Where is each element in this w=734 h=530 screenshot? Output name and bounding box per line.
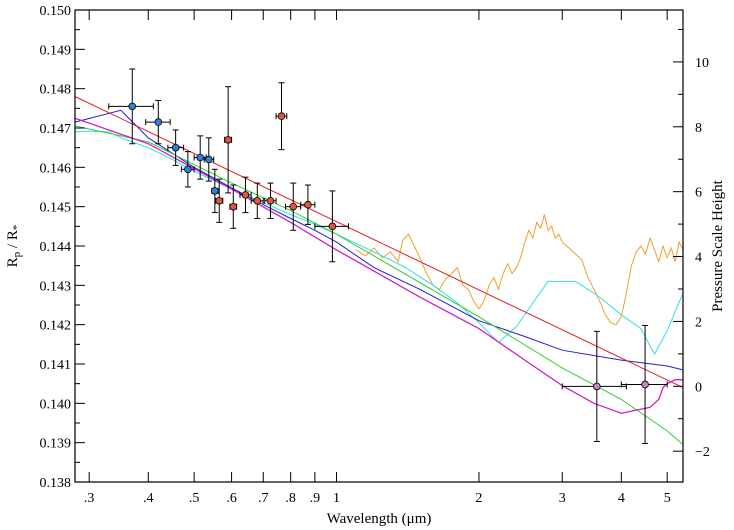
x-tick-label: 1 [333, 491, 340, 506]
data-marker [304, 200, 312, 209]
y-tick-label: 0.139 [40, 437, 72, 452]
y-tick-label: 0.144 [40, 240, 72, 255]
data-marker [289, 202, 298, 211]
data-point [620, 324, 668, 444]
model-line-red [74, 96, 684, 389]
data-marker [128, 102, 137, 111]
data-marker [184, 165, 192, 174]
y-tick-label: 0.149 [40, 43, 72, 58]
data-marker [253, 196, 262, 205]
data-point [211, 168, 219, 214]
data-point [203, 137, 215, 182]
data-marker [196, 153, 204, 162]
data-point [145, 99, 171, 145]
data-point [224, 86, 233, 194]
y2-tick-label: 8 [695, 121, 702, 136]
data-point [561, 330, 627, 442]
x-axis-label: Wavelength (μm) [327, 511, 432, 527]
y-tick-label: 0.146 [40, 161, 72, 176]
x-tick-label: .6 [226, 491, 237, 506]
x-tick-label: .9 [310, 491, 321, 506]
data-marker [171, 143, 180, 152]
data-marker [224, 136, 232, 144]
x-tick-label: 5 [664, 491, 671, 506]
x-tick-label: 3 [559, 491, 566, 506]
data-point [180, 151, 195, 188]
data-marker [641, 380, 649, 389]
y2-tick-label: 10 [695, 56, 709, 71]
data-point [250, 182, 264, 219]
data-point [300, 184, 316, 225]
data-point [314, 190, 350, 263]
x-tick-label: .8 [285, 491, 296, 506]
data-marker [215, 196, 224, 205]
data-marker [241, 191, 250, 199]
y2-tick-label: 4 [695, 251, 702, 266]
y-tick-label: 0.140 [40, 397, 72, 412]
model-line-blue [74, 109, 684, 371]
y-tick-label: 0.147 [40, 122, 72, 137]
x-tick-label: .7 [258, 491, 269, 506]
model-line-cyan [74, 130, 684, 356]
data-marker [229, 202, 238, 211]
x-tick-label: .3 [84, 491, 95, 506]
data-marker [328, 222, 337, 231]
x-tick-label: .5 [189, 491, 200, 506]
axis-ticks: .3 .4 .5 .6 .7 .8 .9 1 2 3 4 5 0.138 0.139 0.140 0.141 0… [40, 4, 710, 506]
y2-tick-label: −2 [695, 445, 710, 460]
data-point [239, 176, 252, 214]
y-tick-label: 0.143 [40, 279, 72, 294]
model-line-green [74, 125, 684, 445]
data-marker [277, 112, 286, 120]
y-tick-label: 0.142 [40, 319, 72, 334]
model-curves [74, 96, 684, 445]
data-point [275, 82, 288, 151]
y2-tick-label: 2 [695, 315, 702, 330]
x-tick-label: 4 [618, 491, 625, 506]
data-marker [266, 196, 275, 205]
data-marker [211, 187, 219, 195]
x-tick-label: 2 [475, 491, 482, 506]
y2-tick-label: 6 [695, 186, 702, 201]
data-point [108, 68, 154, 145]
data-marker [593, 382, 601, 391]
x-tick-label: .4 [143, 491, 154, 506]
data-point [167, 129, 185, 166]
y-tick-label: 0.145 [40, 201, 72, 216]
y-tick-label: 0.138 [40, 476, 72, 491]
y-axis-label: Rp / R* [5, 225, 23, 268]
model-line-magenta [74, 117, 683, 414]
data-marker [154, 118, 163, 126]
plot-frame [74, 9, 684, 483]
y2-axis-label: Pressure Scale Height [710, 179, 726, 311]
data-marker [204, 155, 213, 164]
y2-tick-label: 0 [695, 380, 702, 395]
data-point [284, 182, 302, 231]
y-tick-label: 0.150 [40, 4, 72, 19]
data-point [229, 184, 238, 229]
data-point [215, 178, 224, 223]
model-line-orange [355, 214, 684, 326]
data-point [264, 182, 277, 219]
y-tick-label: 0.148 [40, 83, 72, 98]
y-tick-label: 0.141 [40, 358, 72, 373]
data-points [108, 68, 668, 444]
